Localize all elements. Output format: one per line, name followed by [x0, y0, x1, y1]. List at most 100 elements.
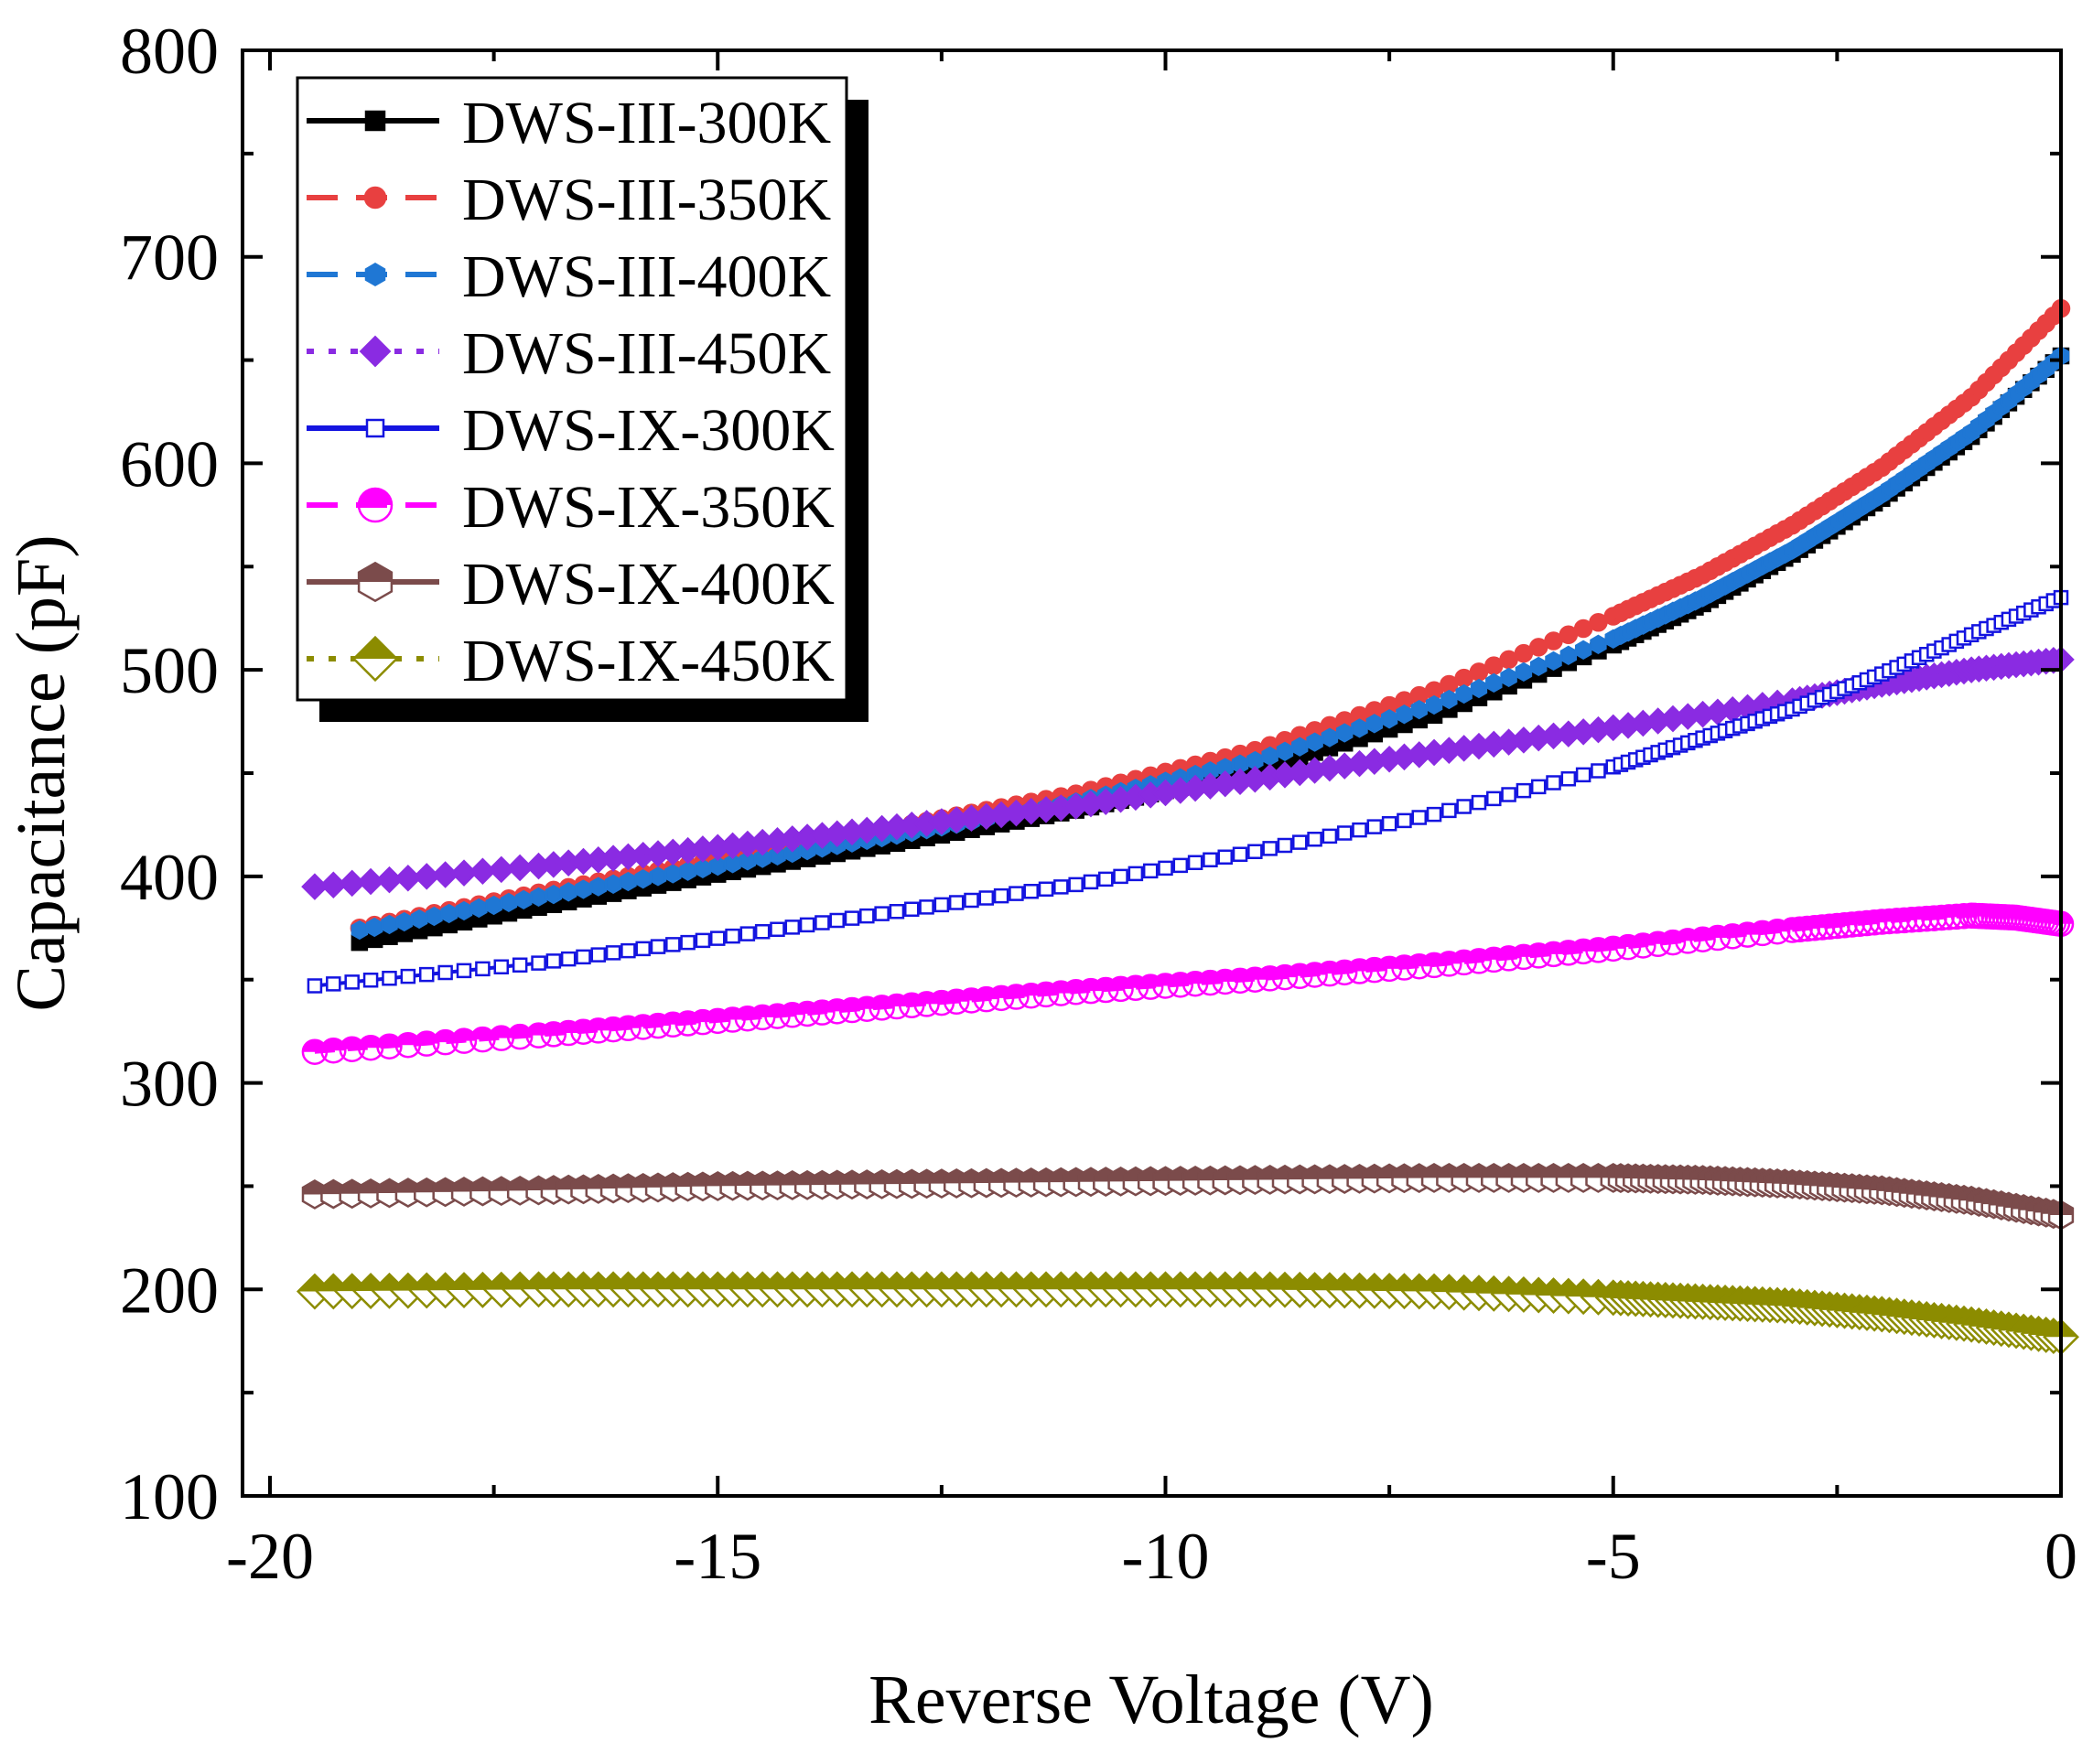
data-point-DWS-IX-350K-95-ring: [1764, 918, 1791, 945]
data-point-DWS-IX-350K-90-ring: [1689, 926, 1716, 952]
data-point-DWS-III-400K-7: [455, 900, 473, 921]
data-point-DWS-IX-350K-88-ring: [1659, 929, 1687, 956]
legend-item-DWS-III-300K: DWS-III-300K: [307, 90, 831, 156]
data-point-DWS-IX-350K-82-ring: [1570, 938, 1597, 965]
data-point-DWS-IX-350K-50-ring: [1093, 976, 1119, 1004]
data-point-DWS-IX-350K-115-ring: [1921, 905, 1947, 931]
data-point-DWS-IX-300K-15: [576, 949, 591, 965]
data-point-DWS-IX-300K-7: [437, 964, 453, 981]
data-point-DWS-III-400K-4: [410, 909, 428, 930]
data-point-DWS-III-400K-66: [1335, 723, 1354, 743]
data-point-DWS-IX-300K-16: [590, 947, 607, 963]
data-point-DWS-IX-350K-27-ring: [749, 1004, 776, 1031]
data-point-DWS-IX-350K-53-ring: [1137, 973, 1164, 1000]
data-point-DWS-IX-350K-56-ring: [1181, 970, 1209, 997]
legend-label-DWS-IX-350K: DWS-IX-350K: [462, 474, 835, 541]
data-point-DWS-IX-300K-64: [1307, 831, 1322, 847]
legend-label-DWS-III-300K: DWS-III-300K: [462, 90, 831, 156]
data-point-DWS-IX-350K-21-ring: [660, 1011, 686, 1038]
data-point-DWS-IX-300K-12: [531, 955, 546, 971]
data-point-DWS-IX-350K-35-ring: [868, 995, 895, 1021]
data-point-DWS-IX-300K-42: [978, 890, 995, 906]
data-point-DWS-IX-300K-45: [1023, 883, 1039, 899]
data-point-DWS-III-400K-80: [1545, 651, 1562, 672]
legend-marker-DWS-III-400K: [364, 263, 386, 286]
data-point-DWS-IX-350K-98-ring: [1794, 915, 1821, 942]
data-point-DWS-III-400K-77: [1500, 667, 1517, 688]
data-point-DWS-III-400K-12: [530, 887, 547, 908]
data-point-DWS-IX-350K-91-ring: [1704, 924, 1732, 952]
data-point-DWS-IX-450K-119-top: [1857, 1296, 1892, 1314]
data-point-DWS-IX-350K-72-ring: [1420, 952, 1448, 979]
data-point-DWS-IX-350K-70-ring: [1391, 954, 1418, 981]
data-point-DWS-IX-450K-93-top: [1663, 1284, 1698, 1301]
data-point-DWS-IX-450K-5-top: [391, 1274, 426, 1291]
data-point-DWS-IX-300K-5: [400, 968, 416, 984]
data-point-DWS-IX-300K-4: [382, 970, 397, 986]
data-point-DWS-IX-300K-0: [307, 978, 323, 994]
data-point-DWS-IX-350K-60-ring: [1242, 966, 1268, 993]
y-tick-label-7: 800: [120, 15, 219, 88]
data-point-DWS-IX-450K-45-top: [1014, 1273, 1048, 1290]
data-point-DWS-IX-350K-10-ring: [488, 1025, 515, 1051]
data-point-DWS-III-400K-72: [1425, 694, 1443, 715]
data-point-DWS-IX-300K-27: [754, 923, 771, 940]
data-point-DWS-IX-350K-64-ring: [1301, 962, 1328, 988]
data-point-DWS-IX-350K-92-ring: [1719, 923, 1746, 950]
data-point-DWS-IX-300K-78: [1516, 782, 1532, 799]
data-point-DWS-IX-350K-103-ring: [1831, 912, 1858, 939]
data-point-DWS-IX-350K-113-ring: [1905, 906, 1933, 932]
data-point-DWS-III-400K-1: [365, 917, 383, 938]
data-point-DWS-III-400K-0: [351, 920, 369, 941]
legend-label-DWS-III-400K: DWS-III-400K: [462, 243, 831, 310]
data-point-DWS-IX-300K-19: [635, 941, 651, 957]
legend-marker-DWS-III-350K: [363, 186, 387, 210]
data-point-DWS-IX-300K-81: [1560, 770, 1577, 787]
data-point-DWS-IX-300K-41: [964, 892, 979, 909]
data-point-DWS-IX-350K-111-ring: [1891, 907, 1918, 934]
data-point-DWS-III-400K-78: [1515, 662, 1533, 683]
data-point-DWS-IX-350K-30-ring: [793, 1000, 821, 1027]
data-point-DWS-IX-350K-45-ring: [1018, 982, 1044, 1009]
data-point-DWS-IX-300K-10: [493, 959, 510, 975]
data-point-DWS-IX-350K-68-ring: [1361, 956, 1388, 984]
data-point-DWS-IX-350K-84-ring: [1600, 935, 1626, 963]
data-point-DWS-III-400K-21: [664, 864, 682, 884]
data-point-DWS-III-400K-69: [1380, 709, 1398, 729]
data-point-DWS-IX-300K-32: [829, 912, 845, 929]
data-point-DWS-IX-350K-55-ring: [1167, 972, 1194, 998]
data-point-DWS-IX-300K-66: [1336, 825, 1353, 841]
data-point-DWS-IX-350K-39-ring: [928, 989, 955, 1016]
data-point-DWS-IX-400K-144-top: [2049, 1201, 2073, 1216]
data-point-DWS-IX-300K-3: [362, 973, 379, 988]
data-point-DWS-IX-450K-3-top: [353, 1274, 388, 1291]
data-point-DWS-IX-450K-131-top: [1947, 1307, 1981, 1324]
data-point-DWS-IX-350K-8-ring: [450, 1027, 478, 1054]
data-point-DWS-IX-300K-11: [512, 957, 528, 973]
y-tick-label-1: 200: [120, 1253, 219, 1327]
data-point-DWS-IX-350K-102-ring: [1824, 912, 1850, 940]
data-point-DWS-IX-350K-61-ring: [1257, 965, 1283, 992]
data-point-DWS-III-400K-10: [500, 892, 518, 913]
data-point-DWS-III-400K-62: [1276, 741, 1294, 761]
data-point-DWS-III-400K-20: [649, 866, 667, 887]
data-point-DWS-IX-300K-69: [1381, 816, 1397, 832]
data-point-DWS-IX-350K-14-ring: [555, 1019, 582, 1047]
data-point-DWS-IX-350K-24-ring: [705, 1007, 731, 1035]
data-point-DWS-IX-350K-4-ring: [376, 1033, 403, 1059]
data-point-DWS-III-400K-14: [559, 882, 577, 902]
data-point-DWS-IX-350K-0-ring: [301, 1038, 329, 1065]
data-point-DWS-IX-350K-12-ring: [525, 1022, 552, 1049]
data-point-DWS-IX-300K-20: [650, 939, 666, 954]
y-tick-label-6: 700: [120, 221, 219, 295]
data-point-DWS-IX-450K-51-top: [1104, 1273, 1138, 1290]
data-point-DWS-IX-300K-49: [1083, 874, 1099, 890]
data-point-DWS-IX-350K-62-ring: [1271, 963, 1299, 991]
data-point-DWS-IX-300K-62: [1277, 837, 1293, 854]
data-point-DWS-IX-350K-100-ring: [1808, 914, 1836, 941]
data-point-DWS-III-400K-19: [634, 869, 652, 889]
data-point-DWS-IX-350K-3-ring: [357, 1034, 384, 1061]
data-point-DWS-IX-350K-69-ring: [1376, 955, 1403, 983]
data-point-DWS-IX-350K-116-ring: [1928, 904, 1955, 931]
